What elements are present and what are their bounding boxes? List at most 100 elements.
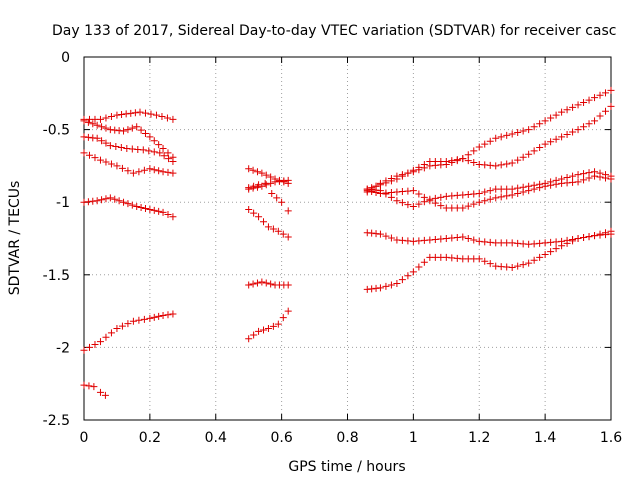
data-point (80, 117, 88, 125)
data-point (393, 197, 401, 205)
data-point (448, 157, 456, 165)
data-point (269, 322, 277, 330)
data-point (255, 327, 263, 335)
data-point (140, 166, 148, 174)
data-point (98, 137, 106, 145)
data-point (372, 189, 380, 197)
data-point (514, 129, 522, 137)
data-point (155, 312, 163, 320)
data-point (404, 169, 412, 177)
data-point (150, 166, 158, 174)
data-point (415, 190, 423, 198)
data-point (442, 158, 450, 166)
data-point (503, 131, 511, 139)
data-point (106, 142, 114, 150)
data-point (129, 169, 137, 177)
data-point (580, 234, 588, 242)
data-point (508, 130, 516, 138)
data-point (118, 164, 126, 172)
data-point (596, 173, 604, 181)
data-point (569, 237, 577, 245)
data-point (475, 189, 483, 197)
data-point (558, 242, 566, 250)
data-point (514, 262, 522, 270)
data-point (267, 173, 275, 181)
series-s4 (80, 149, 177, 177)
data-point (536, 144, 544, 152)
data-point (420, 160, 428, 168)
data-point (120, 127, 128, 135)
x-axis-label: GPS time / hours (288, 459, 405, 475)
data-point (481, 197, 489, 205)
data-point (382, 179, 390, 187)
data-point (146, 205, 154, 213)
series-s10 (245, 179, 292, 215)
data-point (420, 258, 428, 266)
data-point (102, 114, 110, 122)
data-point (596, 112, 604, 120)
data-point (552, 111, 560, 119)
data-point (96, 338, 104, 346)
data-point (475, 198, 483, 206)
data-point (508, 191, 516, 199)
data-point (508, 159, 516, 167)
x-tick-label: 1.2 (468, 430, 490, 446)
data-point (245, 184, 253, 192)
data-point (398, 172, 406, 180)
data-point (536, 120, 544, 128)
data-point (279, 314, 287, 322)
data-point (492, 194, 500, 202)
data-point (96, 115, 104, 123)
series-s19 (363, 230, 615, 293)
data-point (481, 188, 489, 196)
data-point (250, 182, 258, 190)
data-point (96, 156, 104, 164)
data-point (415, 263, 423, 271)
data-point (464, 202, 472, 210)
data-point (574, 101, 582, 109)
data-point (569, 103, 577, 111)
data-point (552, 180, 560, 188)
data-point (563, 130, 571, 138)
data-point (107, 113, 115, 121)
data-point (409, 268, 417, 276)
y-axis-label: SDTVAR / TECUs (7, 181, 23, 296)
data-point (253, 279, 261, 287)
data-point (107, 160, 115, 168)
data-point (536, 184, 544, 192)
data-point (514, 156, 522, 164)
data-point (150, 148, 158, 156)
series-s17 (363, 172, 615, 212)
data-point (262, 171, 270, 179)
data-point (459, 155, 467, 163)
data-point (159, 144, 167, 152)
series-s12 (245, 278, 292, 289)
data-point (122, 110, 130, 118)
data-point (159, 311, 167, 319)
x-tick-label: 1.6 (600, 430, 622, 446)
x-tick-label: 0.8 (336, 430, 358, 446)
data-point (169, 158, 177, 166)
series-s18 (363, 227, 615, 248)
data-point (255, 181, 263, 189)
data-point (133, 123, 141, 131)
data-point (284, 281, 292, 289)
data-point (541, 182, 549, 190)
data-point (437, 202, 445, 210)
data-point (274, 320, 282, 328)
data-point (503, 160, 511, 168)
data-point (106, 194, 114, 202)
data-point (127, 109, 135, 117)
data-point (284, 207, 292, 215)
data-point (481, 257, 489, 265)
data-point (497, 133, 505, 141)
data-point (470, 159, 478, 167)
data-point (101, 391, 109, 399)
data-point (475, 143, 483, 151)
data-point (453, 156, 461, 164)
data-point (262, 279, 270, 287)
data-point (245, 205, 253, 213)
data-point (89, 120, 97, 128)
data-point (387, 177, 395, 185)
data-point (541, 140, 549, 148)
